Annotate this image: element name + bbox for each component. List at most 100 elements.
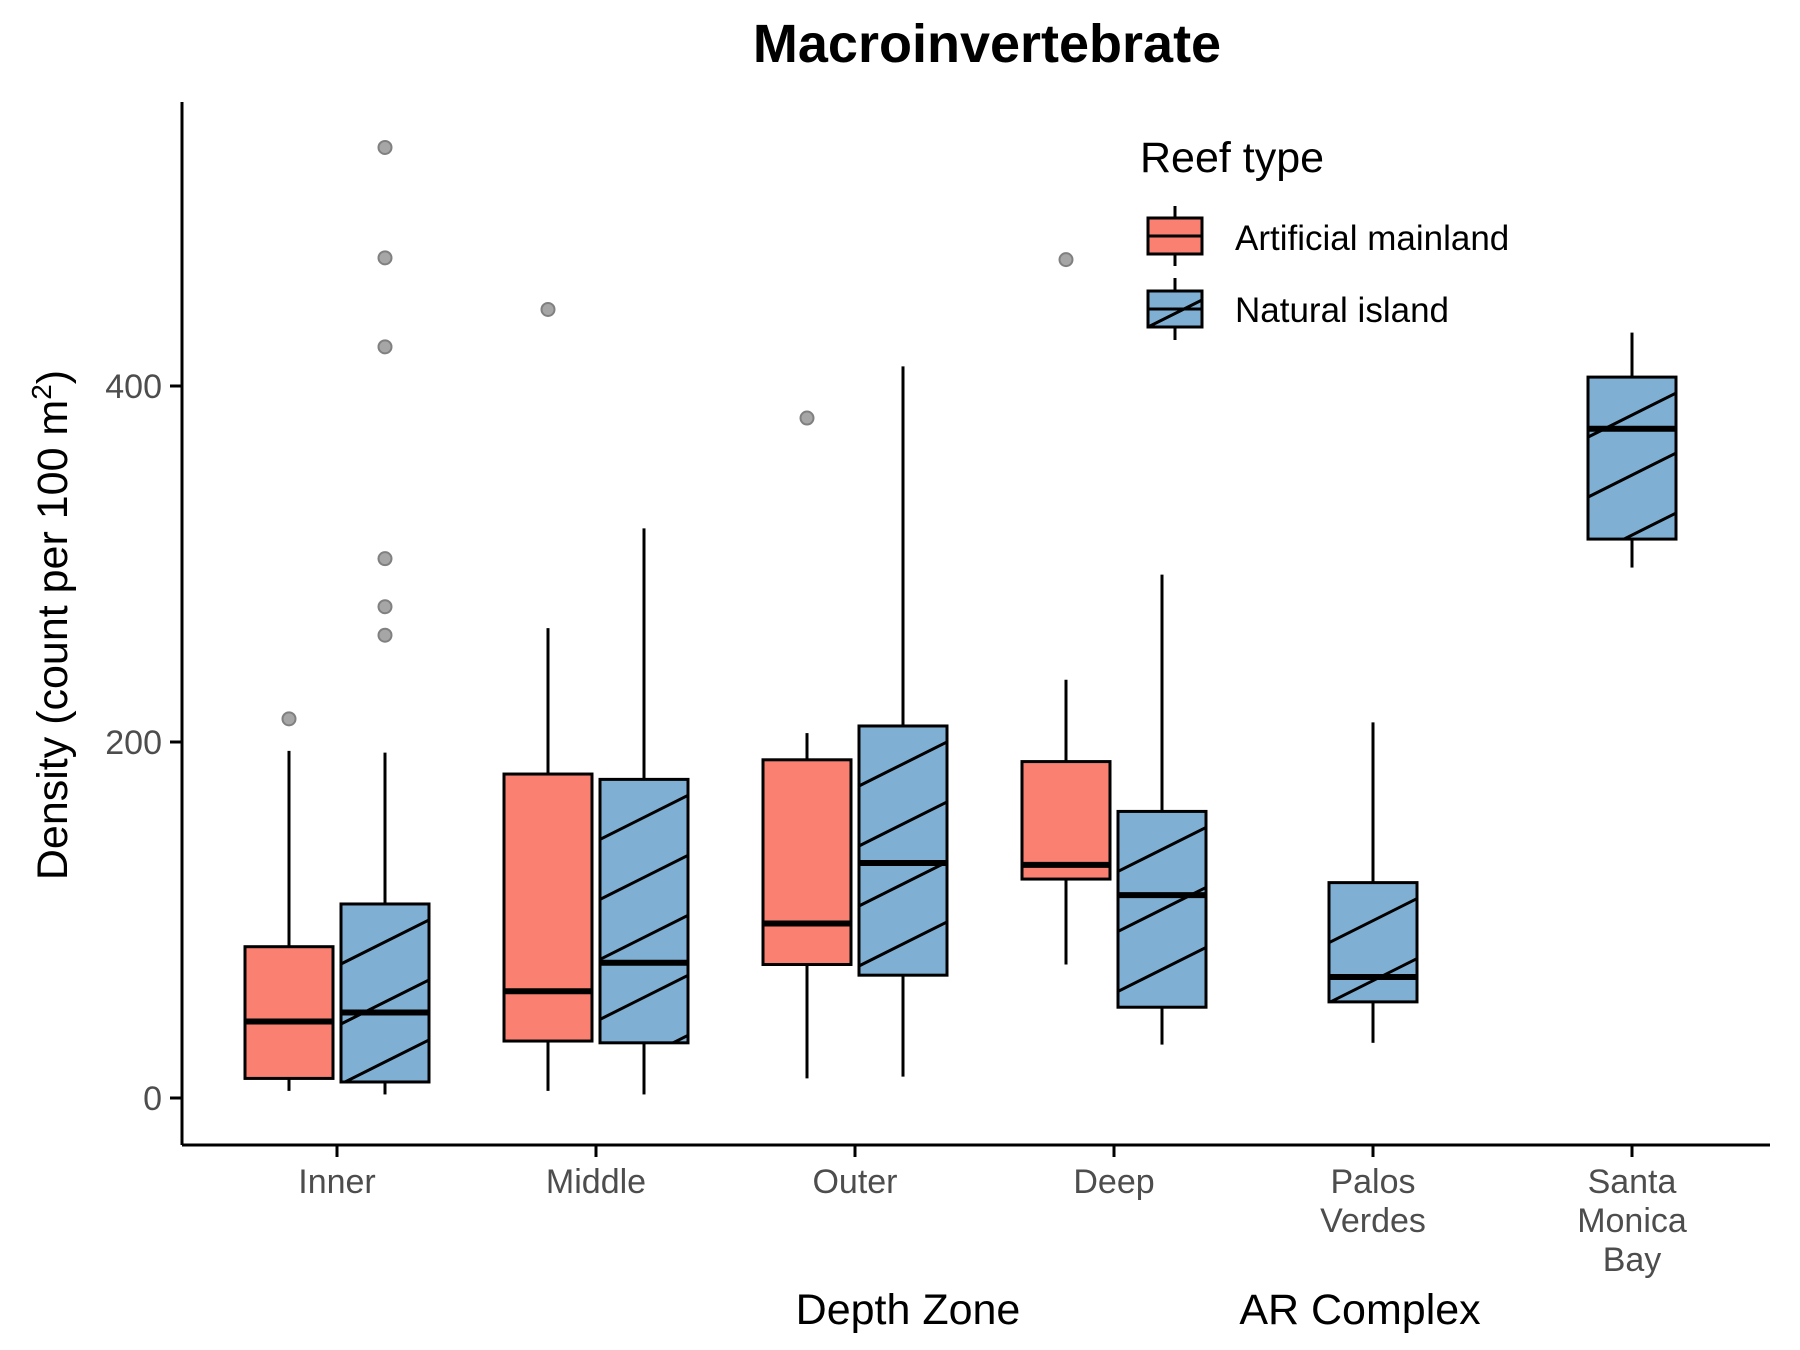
x-tick-label-palos-verdes: Palos Verdes <box>1320 1163 1426 1240</box>
outlier-point <box>377 551 393 567</box>
outlier-point <box>377 599 393 615</box>
hatch-line <box>1118 946 1206 993</box>
hatch-group <box>1329 882 1417 1123</box>
x-tick-label-line: Monica <box>1577 1202 1687 1240</box>
outlier-point <box>281 711 297 727</box>
hatch-line <box>1620 511 1676 540</box>
legend: Reef type Artificial mainland Natural is… <box>1140 134 1509 340</box>
outlier-point <box>377 139 393 155</box>
box-inner-natural-island <box>339 139 431 1144</box>
box-fill <box>1022 761 1110 880</box>
hatch-group <box>600 779 688 1139</box>
hatch-line <box>600 794 688 841</box>
box-deep-artificial-mainland <box>1020 252 1112 965</box>
outlier-point <box>1058 252 1074 268</box>
y-axis-title-close: ) <box>29 370 77 384</box>
box-palos-verdes-natural-island <box>1327 722 1419 1123</box>
hatch-line <box>600 1095 688 1139</box>
hatch-line <box>1588 633 1676 677</box>
x-ticks: Inner Middle Outer Deep Palos Verdes Santa Moni… <box>298 1145 1687 1279</box>
hatch-line <box>341 918 429 966</box>
hatch-line <box>859 800 947 848</box>
hatch-line <box>341 1038 429 1082</box>
box-outline <box>502 772 594 1043</box>
x-tick-label-santa-monica-bay: Santa Monica Bay <box>1577 1163 1687 1279</box>
hatch-line <box>859 740 947 788</box>
hatch-line <box>341 1100 429 1144</box>
box-middle-artificial-mainland <box>502 301 594 1091</box>
hatch-line <box>341 978 429 1026</box>
x-tick-label-middle: Middle <box>546 1163 646 1201</box>
box-outer-artificial-mainland <box>761 410 853 1079</box>
hatch-group <box>341 903 429 1144</box>
y-axis-title: Density (count per 100 m2) <box>26 370 77 880</box>
hatch-line <box>600 854 688 901</box>
box-outline <box>598 777 690 1045</box>
x-tick-label-line: Deep <box>1073 1163 1154 1201</box>
outlier-point <box>799 410 815 426</box>
y-axis-title-main: Density (count per 100 m <box>29 400 77 880</box>
legend-title: Reef type <box>1140 134 1324 182</box>
box-outline <box>857 724 949 977</box>
legend-label-artificial-mainland: Artificial mainland <box>1235 219 1509 258</box>
hatch-group <box>859 725 947 968</box>
y-tick-label: 200 <box>105 724 162 762</box>
x-tick-label-line: Outer <box>812 1163 897 1201</box>
hatch-line <box>1329 957 1417 1002</box>
box-deep-natural-island <box>1116 574 1208 1111</box>
box-fill <box>504 774 592 1042</box>
box-inner-artificial-mainland <box>243 711 335 1091</box>
legend-key-artificial-mainland <box>1146 206 1204 266</box>
box-outer-natural-island <box>857 366 949 1077</box>
box-fill <box>859 725 947 976</box>
box-fill <box>1329 882 1417 1002</box>
box-fill <box>1588 377 1676 540</box>
x-tick-label-line: Santa <box>1588 1163 1677 1201</box>
box-fill <box>341 903 429 1082</box>
chart-title: Macroinvertebrate <box>753 14 1221 74</box>
box-fill <box>245 946 333 1079</box>
box-outline <box>1586 375 1678 541</box>
legend-label-natural-island: Natural island <box>1235 291 1449 330</box>
x-tick-label-line: Middle <box>546 1163 646 1201</box>
box-outline <box>1116 809 1208 1009</box>
box-middle-natural-island <box>598 528 690 1139</box>
hatch-line <box>1588 451 1676 499</box>
x-tick-label-line: Inner <box>298 1163 376 1201</box>
plot-area <box>243 139 1678 1144</box>
box-outline <box>339 902 431 1084</box>
y-axis-title-superscript: 2 <box>26 384 57 400</box>
box-outline <box>1020 760 1112 881</box>
hatch-line <box>600 914 688 961</box>
outlier-point <box>540 301 556 317</box>
y-ticks: 0 200 400 <box>105 368 182 1118</box>
box-outline <box>243 945 335 1080</box>
x-tick-label-outer: Outer <box>812 1163 897 1201</box>
legend-key-natural-island <box>1146 278 1204 340</box>
outlier-point <box>377 250 393 266</box>
x-tick-label-deep: Deep <box>1073 1163 1154 1201</box>
hatch-line <box>1329 897 1417 944</box>
hatch-line <box>1118 826 1206 873</box>
x-tick-label-inner: Inner <box>298 1163 376 1201</box>
hatch-line <box>1588 573 1676 617</box>
y-tick-label: 400 <box>105 368 162 406</box>
group-label-ar-complex: AR Complex <box>1239 1286 1481 1334</box>
legend-key-hatch <box>1147 298 1203 329</box>
outlier-point <box>377 627 393 643</box>
hatch-line <box>1329 1079 1417 1123</box>
hatch-line <box>600 974 688 1021</box>
hatch-line <box>859 920 947 968</box>
hatch-line <box>859 860 947 908</box>
box-outline <box>1327 881 1419 1004</box>
x-tick-label-line: Verdes <box>1320 1202 1426 1240</box>
box-outline <box>761 758 853 966</box>
outlier-point <box>377 339 393 355</box>
x-tick-label-line: Palos <box>1330 1163 1415 1201</box>
x-tick-label-line: Bay <box>1603 1241 1662 1279</box>
box-fill <box>763 759 851 965</box>
box-santa-monica-bay-natural-island <box>1586 332 1678 677</box>
group-label-depth-zone: Depth Zone <box>796 1286 1021 1334</box>
hatch-line <box>1118 1067 1206 1111</box>
